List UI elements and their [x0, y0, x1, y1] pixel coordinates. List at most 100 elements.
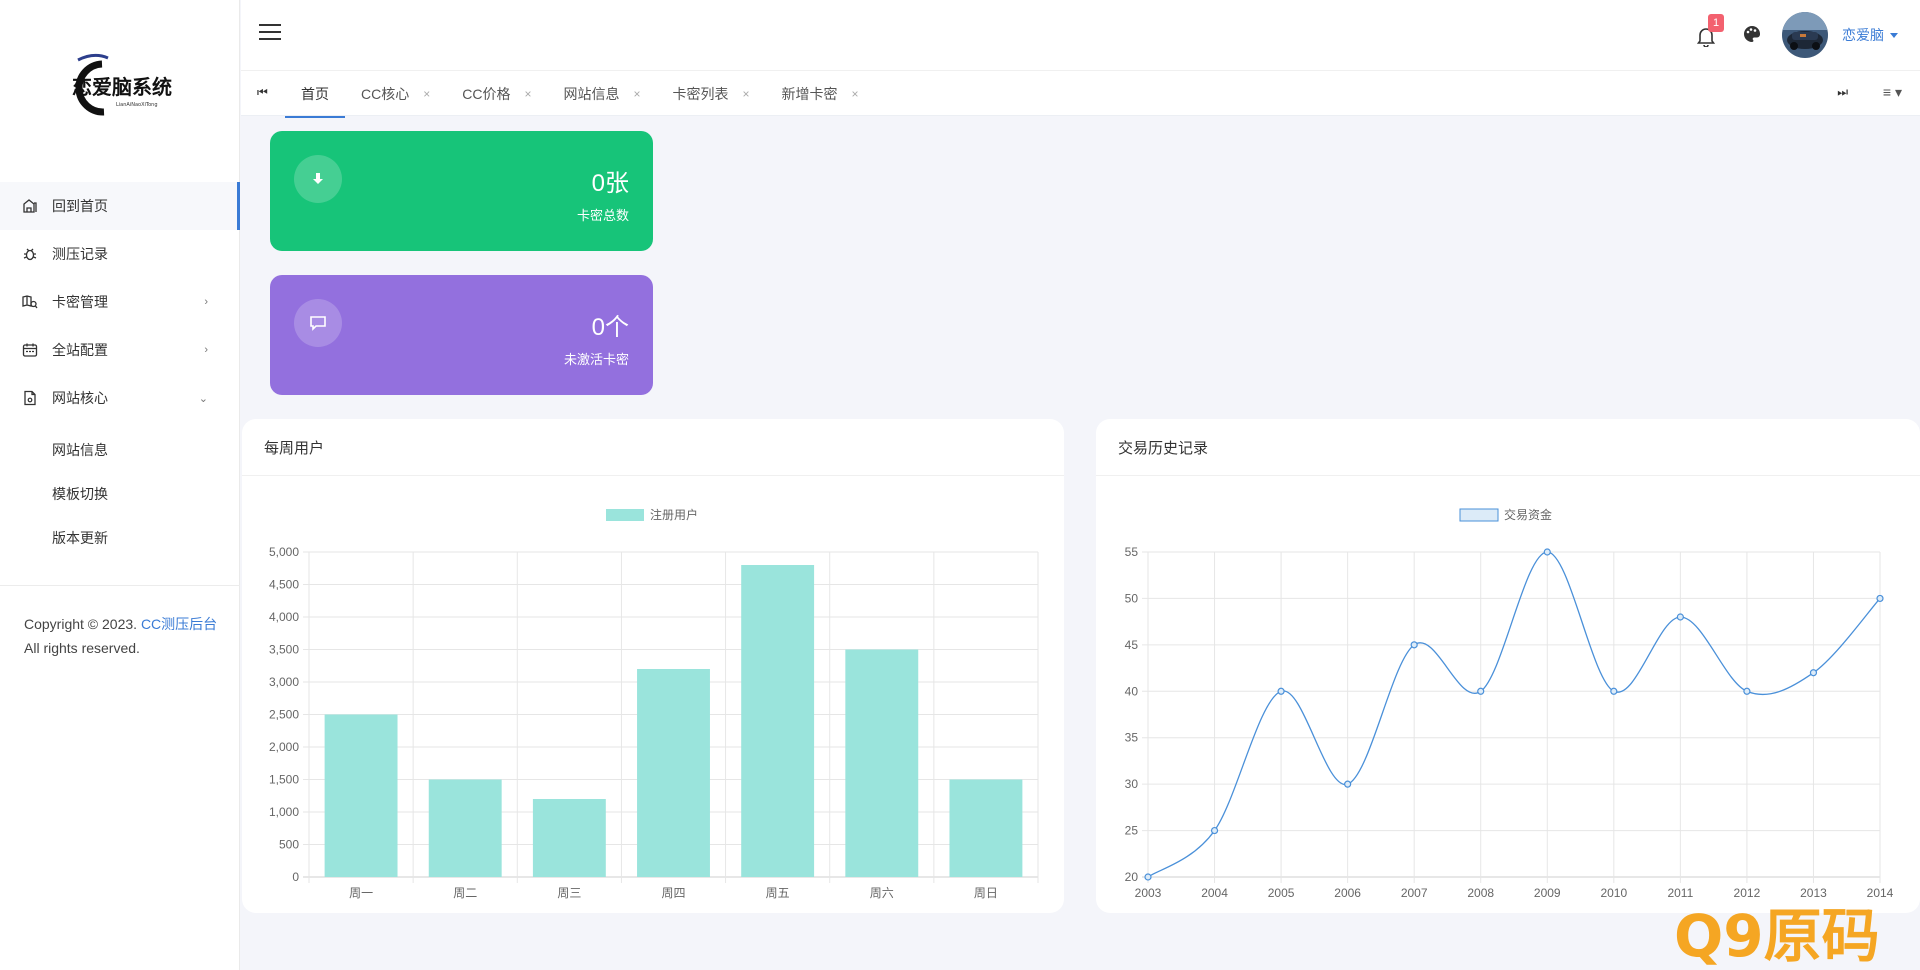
- username-label: 恋爱脑: [1842, 27, 1884, 43]
- x-tick-label: 2005: [1268, 886, 1295, 900]
- card-title: 每周用户: [242, 419, 1064, 476]
- data-point: [1344, 780, 1352, 788]
- x-tick-label: 2012: [1734, 886, 1761, 900]
- sidebar-item-site-core[interactable]: 网站核心 ⌄: [0, 374, 240, 422]
- y-tick-label: 45: [1125, 638, 1139, 652]
- sidebar-item-home[interactable]: 回到首页: [0, 182, 240, 230]
- y-tick-label: 20: [1125, 870, 1139, 884]
- sidebar-item-label: 回到首页: [52, 198, 108, 214]
- copyright-link[interactable]: CC测压后台: [140, 616, 218, 632]
- x-tick-label: 2004: [1201, 886, 1228, 900]
- sidebar-item-label: 网站核心: [52, 390, 108, 406]
- stat-label: 未激活卡密: [563, 352, 629, 367]
- y-tick-label: 4,500: [269, 578, 299, 592]
- home-icon: [22, 198, 38, 214]
- tabs-scroll-right-icon[interactable]: ⏭: [1837, 85, 1848, 99]
- watermark-logo: Q9原码: [1672, 896, 1912, 970]
- map-search-icon: [22, 294, 38, 310]
- sidebar-item-test-records[interactable]: 测压记录: [0, 230, 240, 278]
- tab-close-icon[interactable]: ×: [742, 87, 750, 101]
- data-point: [1543, 548, 1551, 556]
- x-tick-label: 2013: [1800, 886, 1827, 900]
- tab-close-icon[interactable]: ×: [633, 87, 641, 101]
- data-point: [1410, 641, 1418, 649]
- tab-close-icon[interactable]: ×: [851, 87, 859, 101]
- tab-card-list[interactable]: 卡密列表 ×: [657, 71, 766, 117]
- tab-close-icon[interactable]: ×: [423, 87, 431, 101]
- data-point: [1277, 687, 1285, 695]
- tab-bar: ⏮ 首页 CC核心 × CC价格 × 网站信息 × 卡密列表 × 新增卡密 × …: [241, 70, 1920, 118]
- y-tick-label: 3,500: [269, 643, 299, 657]
- bar: [949, 779, 1023, 877]
- caret-down-icon: [1890, 32, 1898, 38]
- data-point: [1743, 687, 1751, 695]
- weekly-users-chart: 注册用户 0 500 1,000 1,500 2,000 2,500 3,000 3,500 4,…: [269, 507, 1039, 900]
- sidebar-item-card-management[interactable]: 卡密管理 ›: [0, 278, 240, 326]
- logo-graphic: 恋爱脑系统 LianAiNaoXiTong: [72, 53, 172, 116]
- legend-swatch: [1459, 508, 1499, 522]
- sidebar-item-label: 测压记录: [52, 246, 108, 262]
- tab-cc-price[interactable]: CC价格 ×: [446, 71, 547, 117]
- y-tick-label: 1,000: [269, 805, 299, 819]
- sidebar-item-site-config[interactable]: 全站配置 ›: [0, 326, 240, 374]
- x-tick-label: 2003: [1135, 886, 1162, 900]
- avatar[interactable]: [1782, 12, 1828, 58]
- y-tick-label: 2,500: [269, 708, 299, 722]
- copyright-prefix: Copyright © 2023.: [24, 616, 138, 632]
- tab-label: 首页: [301, 86, 329, 102]
- tab-cc-core[interactable]: CC核心 ×: [345, 71, 446, 117]
- x-tick-label: 周日: [974, 886, 998, 900]
- y-tick-label: 55: [1125, 545, 1139, 559]
- submenu-item-site-info[interactable]: 网站信息: [52, 442, 108, 458]
- copyright: Copyright © 2023. CC测压后台 All rights rese…: [24, 612, 217, 660]
- tabs-scroll-left-icon[interactable]: ⏮: [257, 85, 268, 99]
- data-point: [1144, 873, 1152, 881]
- x-tick-label: 周一: [349, 886, 373, 900]
- tab-home[interactable]: 首页: [285, 71, 345, 118]
- y-tick-label: 5,000: [269, 545, 299, 559]
- trade-history-chart: 交易资金 20 25 30 35 40 45 50 55 2003 2004 2005 2006 2007…: [1125, 507, 1894, 900]
- bar: [532, 799, 606, 877]
- notification-bell-icon[interactable]: 1: [1696, 14, 1724, 48]
- legend-label: 交易资金: [1504, 507, 1552, 522]
- tab-label: 卡密列表: [672, 86, 729, 102]
- tab-site-info[interactable]: 网站信息 ×: [548, 71, 657, 117]
- user-menu[interactable]: 恋爱脑: [1842, 25, 1898, 45]
- y-tick-label: 50: [1125, 591, 1139, 605]
- tab-label: CC价格: [462, 86, 511, 102]
- x-tick-label: 2007: [1401, 886, 1428, 900]
- legend-label: 注册用户: [650, 507, 698, 522]
- y-tick-label: 500: [279, 838, 299, 852]
- tab-label: 网站信息: [563, 86, 620, 102]
- x-tick-label: 2009: [1534, 886, 1561, 900]
- y-tick-label: 35: [1125, 731, 1139, 745]
- y-tick-label: 2,000: [269, 740, 299, 754]
- data-point: [1676, 613, 1684, 621]
- download-icon: [294, 155, 342, 203]
- y-tick-label: 4,000: [269, 610, 299, 624]
- stat-label: 卡密总数: [576, 208, 629, 223]
- submenu-item-template-switch[interactable]: 模板切换: [52, 486, 108, 502]
- logo-text: 恋爱脑系统: [72, 75, 172, 99]
- sidebar-divider: [0, 585, 240, 586]
- y-tick-label: 40: [1125, 684, 1139, 698]
- copyright-suffix: All rights reserved.: [24, 640, 140, 656]
- sidebar-menu: 回到首页 测压记录 卡密管理 › 全站配置 › 网站核心: [0, 182, 240, 568]
- top-header: 1 恋爱脑: [241, 0, 1920, 70]
- app-logo[interactable]: 恋爱脑系统 LianAiNaoXiTong: [64, 50, 176, 122]
- stat-value: 0个: [591, 314, 629, 341]
- tab-add-card[interactable]: 新增卡密 ×: [766, 71, 875, 117]
- submenu-item-version-update[interactable]: 版本更新: [52, 530, 108, 546]
- data-point: [1809, 669, 1818, 677]
- tab-label: 新增卡密: [781, 86, 838, 102]
- tab-close-icon[interactable]: ×: [524, 87, 532, 101]
- bar: [845, 649, 919, 877]
- tabs-options-icon[interactable]: ≡ ▾: [1882, 84, 1902, 100]
- message-icon: [294, 299, 342, 347]
- data-point: [1876, 594, 1884, 603]
- hamburger-menu-icon[interactable]: [259, 24, 281, 42]
- bar: [324, 714, 398, 877]
- y-tick-label: 0: [292, 870, 299, 884]
- watermark-text: Q9原码: [1674, 902, 1880, 970]
- palette-icon[interactable]: [1742, 24, 1764, 46]
